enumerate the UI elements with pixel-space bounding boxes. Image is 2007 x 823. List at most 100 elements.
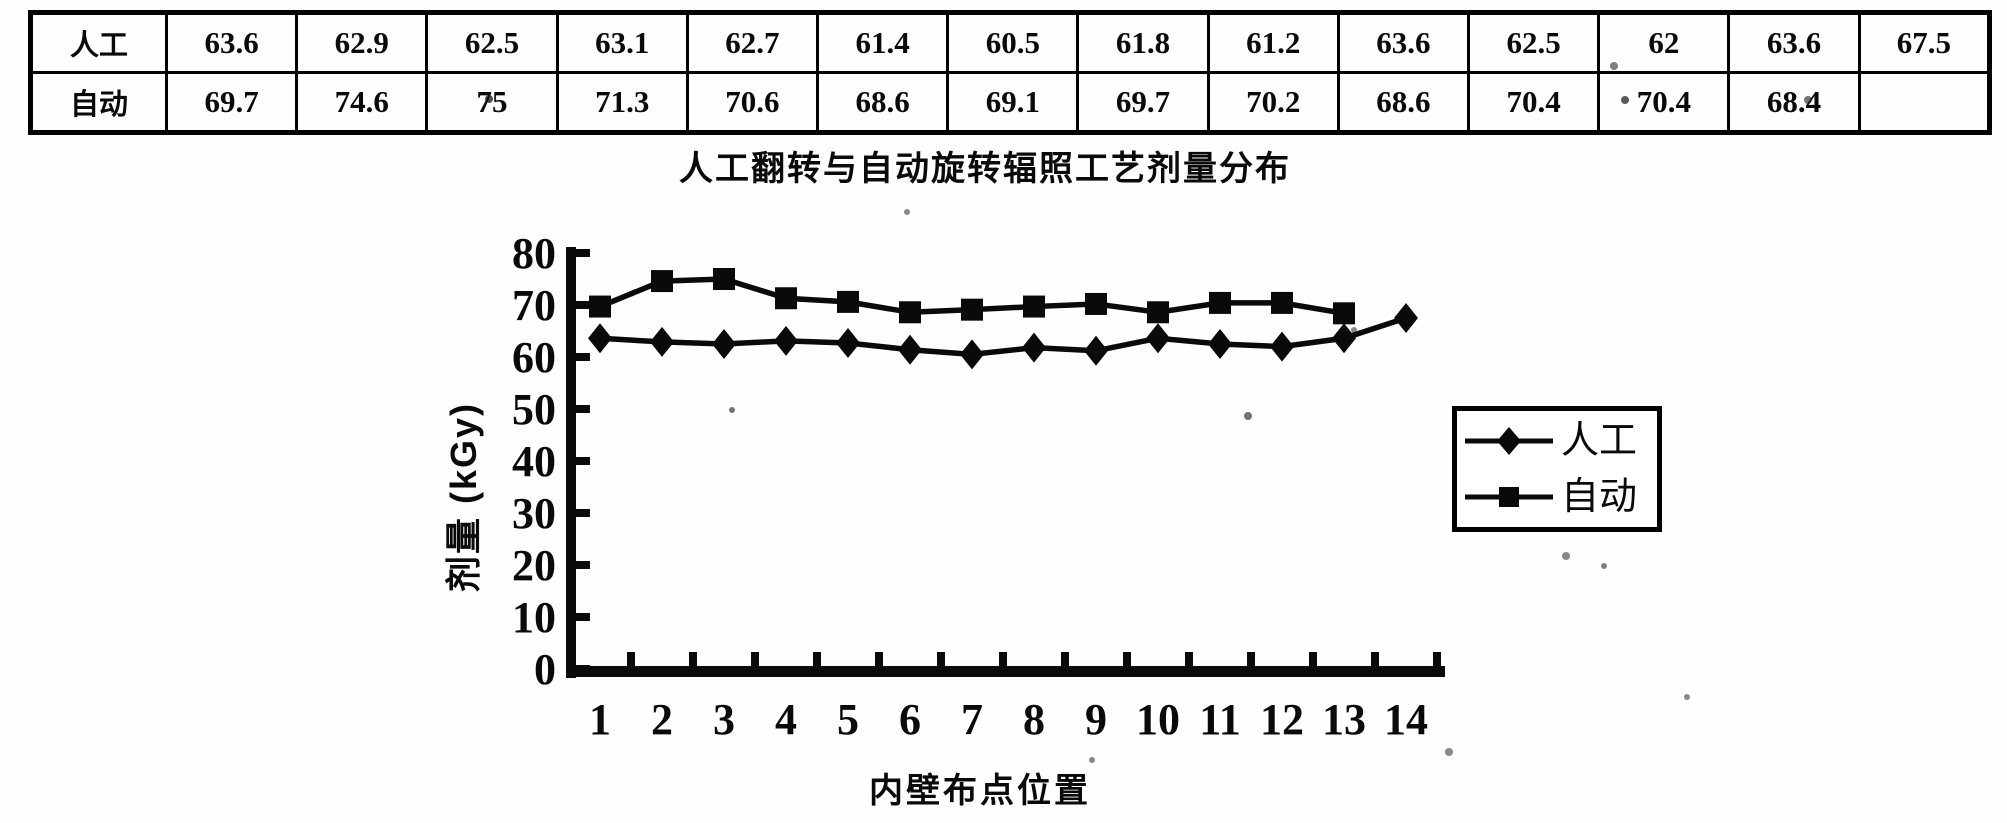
series-marker-1: [961, 298, 983, 321]
series-marker-1: [1023, 295, 1045, 318]
series-marker-0: [588, 323, 612, 354]
series-marker-0: [774, 325, 798, 356]
y-tick: [571, 509, 590, 517]
row-label: 自动: [29, 71, 168, 134]
x-tick: [813, 652, 821, 672]
y-tick-label: 80: [512, 229, 556, 278]
y-tick: [571, 353, 590, 361]
x-tick: [1061, 652, 1069, 672]
table-cell: 68.4: [1727, 71, 1861, 134]
x-tick-label: 4: [775, 695, 797, 744]
square-legend-icon: [1465, 487, 1553, 507]
y-tick-label: 50: [512, 385, 556, 434]
table-cell: 60.5: [946, 11, 1080, 74]
y-tick-label: 10: [512, 593, 556, 642]
x-tick: [937, 652, 945, 672]
series-marker-0: [836, 327, 860, 358]
x-tick-label: 13: [1322, 695, 1366, 744]
x-tick-label: 11: [1199, 695, 1241, 744]
table-cell: 69.7: [1076, 71, 1210, 134]
table-cell: 61.4: [816, 11, 950, 74]
y-tick: [571, 249, 590, 257]
x-tick-label: 12: [1260, 695, 1304, 744]
row-label: 人工: [29, 11, 168, 74]
dose-table-body: 人工 63.6 62.9 62.5 63.1 62.7 61.4 60.5 61.8 61.2 63…: [29, 11, 1992, 134]
table-cell: 68.6: [1336, 71, 1471, 134]
x-tick: [689, 652, 697, 672]
table-cell: 71.3: [555, 71, 689, 134]
series-marker-1: [1085, 292, 1107, 315]
y-tick-label: 30: [512, 489, 556, 538]
x-tick: [1309, 652, 1317, 672]
table-cell: 67.5: [1857, 11, 1992, 74]
x-tick-label: 8: [1023, 695, 1045, 744]
series-marker-1: [1147, 301, 1169, 324]
y-tick: [571, 613, 590, 621]
y-tick-label: 0: [534, 645, 556, 694]
x-tick: [1371, 652, 1379, 672]
table-cell: 68.6: [816, 71, 950, 134]
x-tick-label: 7: [961, 695, 983, 744]
series-marker-0: [1208, 329, 1232, 359]
series-marker-1: [713, 268, 735, 290]
table-cell: 75: [425, 71, 559, 134]
x-tick: [1247, 652, 1255, 672]
y-tick: [571, 405, 590, 413]
y-tick: [571, 301, 590, 309]
x-tick-label: 3: [713, 695, 735, 744]
legend-entry: 自动: [1463, 477, 1651, 517]
series-marker-0: [1146, 323, 1170, 354]
table-cell: 63.6: [164, 11, 299, 74]
series-marker-0: [1022, 332, 1046, 363]
table-cell: 74.6: [295, 71, 429, 134]
y-tick-label: 20: [512, 541, 556, 590]
table-cell: 63.6: [1336, 11, 1471, 74]
series-marker-0: [712, 329, 736, 359]
x-tick-label: 5: [837, 695, 859, 744]
table-cell: 62: [1597, 11, 1731, 74]
y-tick-label: 60: [512, 333, 556, 382]
x-tick: [1123, 652, 1131, 672]
x-tick: [1433, 652, 1441, 672]
y-tick: [571, 561, 590, 569]
x-tick: [999, 652, 1007, 672]
x-tick-label: 1: [589, 695, 611, 744]
series-marker-0: [650, 326, 674, 357]
y-axis-title: 剂量 (kGy): [443, 401, 484, 593]
table-cell: 63.6: [1727, 11, 1861, 74]
series-marker-1: [899, 301, 921, 324]
series-marker-0: [1394, 303, 1418, 333]
series-marker-1: [837, 290, 859, 313]
series-marker-1: [1333, 302, 1355, 325]
series-marker-0: [1270, 331, 1294, 362]
series-marker-0: [1332, 323, 1356, 354]
x-tick: [627, 652, 635, 672]
x-tick-label: 10: [1136, 695, 1180, 744]
table-cell: 69.1: [946, 71, 1080, 134]
dose-table: 人工 63.6 62.9 62.5 63.1 62.7 61.4 60.5 61.8 61.2 63…: [28, 10, 1992, 135]
x-tick: [1185, 652, 1193, 672]
table-cell: 62.5: [1467, 11, 1601, 74]
series-marker-1: [1271, 291, 1293, 314]
table-cell: 62.7: [685, 11, 820, 74]
table-row: 人工 63.6 62.9 62.5 63.1 62.7 61.4 60.5 61.8 61.2 63…: [29, 11, 1992, 74]
series-marker-1: [589, 295, 611, 318]
table-row: 自动 69.7 74.6 75 71.3 70.6 68.6 69.1 69.7 70.2 68.6…: [29, 71, 1992, 134]
chart-title: 人工翻转与自动旋转辐照工艺剂量分布: [679, 150, 1291, 188]
legend-entry: 人工: [1463, 421, 1651, 461]
x-tick: [875, 652, 883, 672]
y-tick: [571, 665, 590, 673]
table-cell: 70.4: [1597, 71, 1731, 134]
diamond-legend-icon: [1465, 427, 1553, 455]
series-marker-1: [775, 287, 797, 310]
table-cell: 69.7: [164, 71, 299, 134]
y-tick-label: 70: [512, 281, 556, 330]
table-cell: [1857, 71, 1992, 134]
x-tick-label: 2: [651, 695, 673, 744]
x-tick-label: 6: [899, 695, 921, 744]
legend-label: 自动: [1561, 476, 1638, 518]
series-marker-0: [1084, 335, 1108, 366]
table-cell: 70.2: [1206, 71, 1340, 134]
